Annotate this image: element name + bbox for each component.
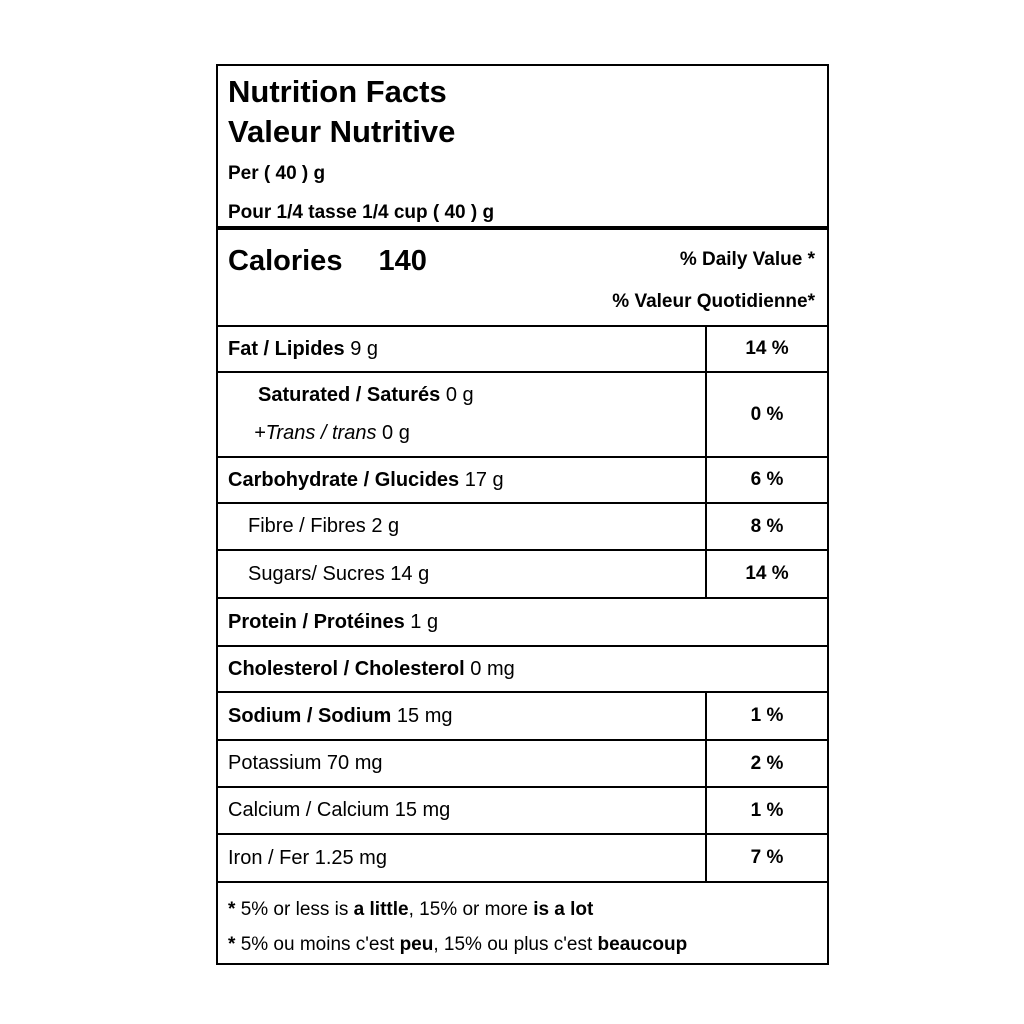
protein-name: Protein / Protéines — [228, 610, 405, 633]
protein-amount: 1 g — [404, 610, 439, 633]
sugars-percent: 14 % — [705, 551, 827, 597]
footnote-fr-star: * — [228, 934, 241, 955]
potassium-amount: 70 mg — [321, 752, 383, 774]
row-carbohydrate: Carbohydrate / Glucides 17 g 6 % — [218, 456, 827, 502]
daily-value-heading-french: % Valeur Quotidienne* — [612, 291, 815, 312]
serving-size-english: Per ( 40 ) g — [228, 163, 326, 184]
daily-value-heading: % Daily Value * % Valeur Quotidienne* — [612, 230, 815, 325]
serving-size-french: Pour 1/4 tasse 1/4 cup ( 40 ) g — [228, 202, 495, 223]
row-fibre: Fibre / Fibres 2 g 8 % — [218, 502, 827, 549]
footnote-section: * 5% or less is a little, 15% or more is… — [218, 881, 827, 963]
row-iron: Iron / Fer 1.25 mg 7 % — [218, 833, 827, 881]
fat-amount: 9 g — [344, 337, 379, 360]
nutrition-facts-label: Nutrition Facts Valeur Nutritive Per ( 4… — [216, 64, 829, 965]
daily-value-heading-english: % Daily Value * — [679, 249, 815, 270]
row-calcium: Calcium / Calcium 15 mg 1 % — [218, 786, 827, 833]
row-fat: Fat / Lipides 9 g 14 % — [218, 325, 827, 371]
cholesterol-amount: 0 mg — [464, 657, 515, 680]
row-saturated-trans: Saturated / Saturés 0 g +Trans / trans 0… — [218, 371, 827, 456]
cholesterol-name: Cholesterol / Cholesterol — [228, 657, 465, 680]
sodium-name: Sodium / Sodium — [228, 704, 392, 727]
calcium-amount: 15 mg — [389, 799, 451, 821]
trans-amount: 0 g — [376, 422, 410, 444]
trans-name: +Trans / trans — [254, 422, 377, 444]
footnote-en-seg2: , 15% or more — [408, 899, 534, 920]
carbohydrate-percent: 6 % — [705, 458, 827, 502]
potassium-percent: 2 % — [705, 741, 827, 786]
carbohydrate-name-cell: Carbohydrate / Glucides 17 g — [218, 458, 705, 502]
footnote-fr-seg2: , 15% ou plus c'est — [433, 934, 598, 955]
footnote-en-seg1: 5% or less is — [240, 899, 354, 920]
sodium-percent: 1 % — [705, 693, 827, 739]
fibre-name-cell: Fibre / Fibres 2 g — [218, 504, 705, 549]
calories-label: Calories — [228, 245, 343, 277]
fat-name: Fat / Lipides — [228, 337, 345, 360]
title-french: Valeur Nutritive — [228, 114, 456, 149]
footnote-french: * 5% ou moins c'est peu, 15% ou plus c'e… — [228, 927, 817, 962]
potassium-name-cell: Potassium 70 mg — [218, 741, 705, 786]
footnote-english: * 5% or less is a little, 15% or more is… — [228, 892, 817, 927]
iron-amount: 1.25 mg — [309, 846, 387, 869]
sodium-name-cell: Sodium / Sodium 15 mg — [218, 693, 705, 739]
row-potassium: Potassium 70 mg 2 % — [218, 739, 827, 786]
sodium-amount: 15 mg — [391, 704, 453, 727]
carbohydrate-amount: 17 g — [459, 468, 504, 491]
cholesterol-name-cell: Cholesterol / Cholesterol 0 mg — [218, 647, 827, 691]
footnote-en-bold1: a little — [353, 899, 409, 920]
row-sugars: Sugars/ Sucres 14 g 14 % — [218, 549, 827, 597]
fat-name-cell: Fat / Lipides 9 g — [218, 327, 705, 371]
footnote-fr-seg1: 5% ou moins c'est — [240, 934, 400, 955]
row-protein: Protein / Protéines 1 g — [218, 597, 827, 645]
saturated-trans-percent: 0 % — [705, 373, 827, 456]
row-sodium: Sodium / Sodium 15 mg 1 % — [218, 691, 827, 739]
trans-line: +Trans / trans 0 g — [228, 422, 410, 445]
calories-section: Calories 140 % Daily Value * % Valeur Quo… — [218, 226, 827, 325]
fat-percent: 14 % — [705, 327, 827, 371]
fibre-amount: 2 g — [365, 515, 400, 537]
saturated-line: Saturated / Saturés 0 g — [228, 384, 474, 407]
fibre-name: Fibre / Fibres — [248, 515, 366, 537]
sugars-amount: 14 g — [384, 562, 430, 585]
iron-name: Iron / Fer — [228, 846, 310, 869]
label-header: Nutrition Facts Valeur Nutritive Per ( 4… — [218, 66, 827, 226]
saturated-trans-name-cell: Saturated / Saturés 0 g +Trans / trans 0… — [218, 373, 705, 456]
potassium-name: Potassium — [228, 752, 322, 774]
footnote-en-bold2: is a lot — [533, 899, 594, 920]
sugars-name: Sugars/ Sucres — [248, 562, 385, 585]
protein-name-cell: Protein / Protéines 1 g — [218, 599, 827, 645]
iron-name-cell: Iron / Fer 1.25 mg — [218, 835, 705, 881]
footnote-fr-bold1: peu — [399, 934, 434, 955]
calories-line: Calories 140 — [228, 230, 427, 325]
calcium-percent: 1 % — [705, 788, 827, 833]
title-english: Nutrition Facts — [228, 74, 447, 109]
carbohydrate-name: Carbohydrate / Glucides — [228, 468, 460, 491]
row-cholesterol: Cholesterol / Cholesterol 0 mg — [218, 645, 827, 691]
sugars-name-cell: Sugars/ Sucres 14 g — [218, 551, 705, 597]
fibre-percent: 8 % — [705, 504, 827, 549]
saturated-name: Saturated / Saturés — [258, 384, 441, 406]
calories-value: 140 — [378, 245, 427, 277]
saturated-amount: 0 g — [440, 384, 474, 406]
footnote-fr-bold2: beaucoup — [597, 934, 688, 955]
iron-percent: 7 % — [705, 835, 827, 881]
footnote-en-star: * — [228, 899, 241, 920]
calcium-name: Calcium / Calcium — [228, 799, 390, 821]
calcium-name-cell: Calcium / Calcium 15 mg — [218, 788, 705, 833]
